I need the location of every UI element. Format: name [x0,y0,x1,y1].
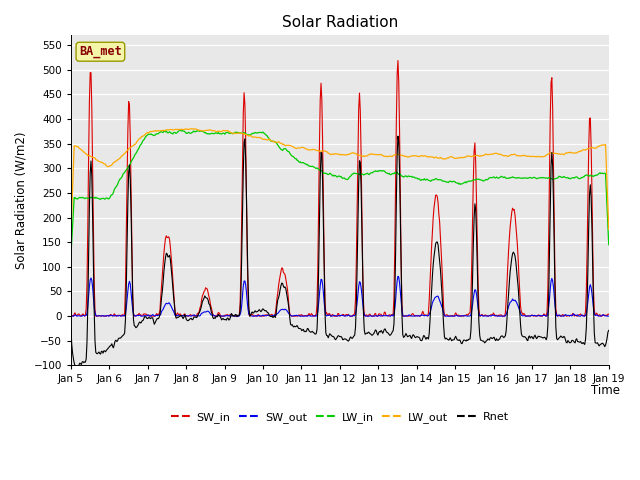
Legend: SW_in, SW_out, LW_in, LW_out, Rnet: SW_in, SW_out, LW_in, LW_out, Rnet [166,407,513,427]
Text: BA_met: BA_met [79,45,122,58]
Y-axis label: Solar Radiation (W/m2): Solar Radiation (W/m2) [15,132,28,269]
Title: Solar Radiation: Solar Radiation [282,15,398,30]
X-axis label: Time: Time [591,384,620,396]
